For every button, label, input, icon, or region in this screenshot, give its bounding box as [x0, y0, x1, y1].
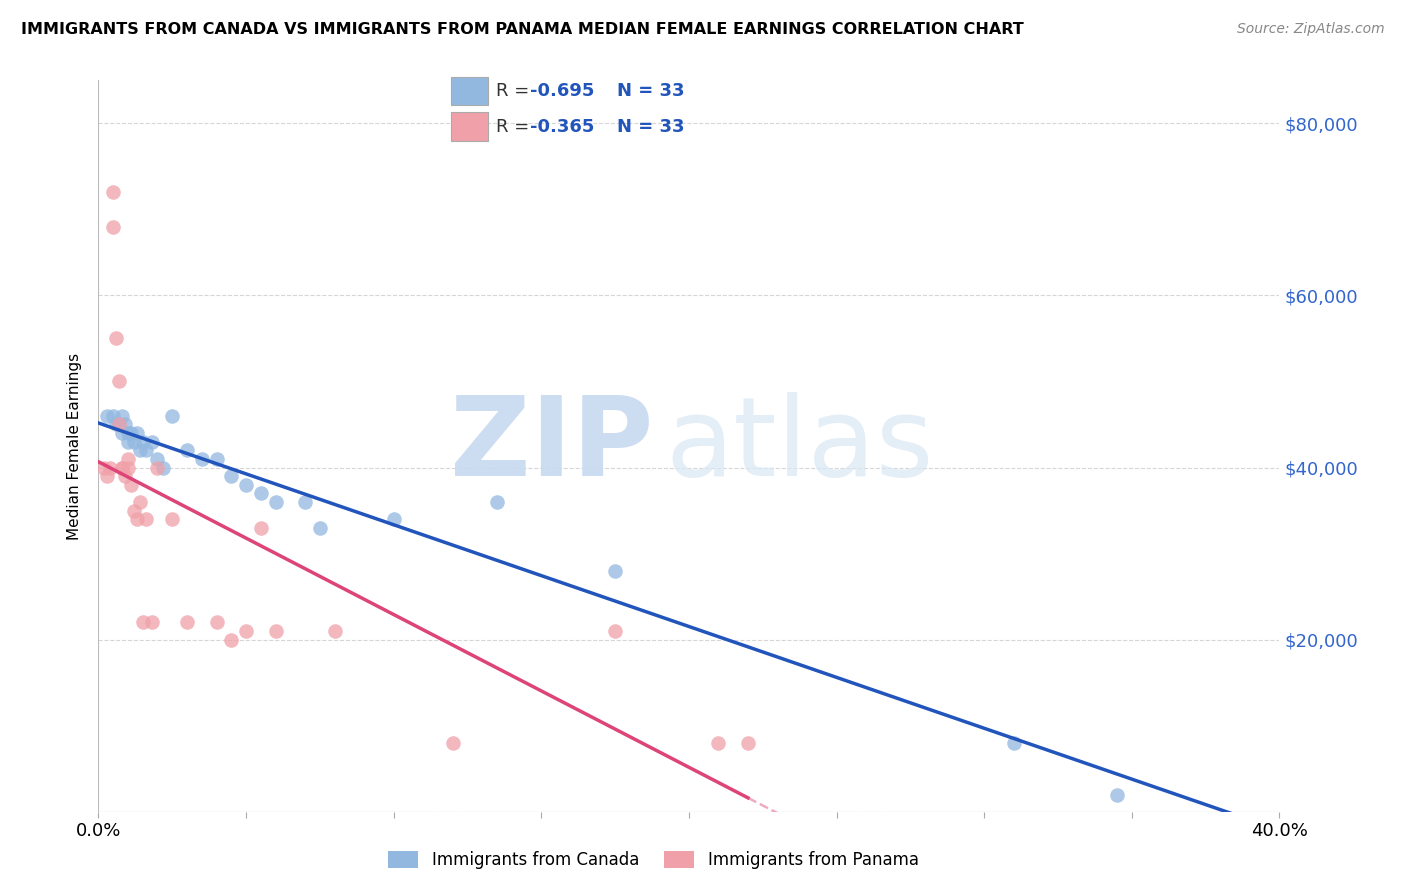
- Point: [128, 443, 150, 458]
- Y-axis label: Median Female Earnings: Median Female Earnings: [67, 352, 83, 540]
- Point: [117, 460, 139, 475]
- Point: [141, 615, 163, 630]
- Point: [122, 503, 145, 517]
- Point: [176, 443, 198, 458]
- Point: [135, 443, 157, 458]
- Point: [105, 331, 128, 345]
- Point: [707, 736, 730, 750]
- Point: [96, 409, 118, 423]
- Point: [108, 375, 131, 389]
- Text: N = 33: N = 33: [617, 118, 685, 136]
- Point: [132, 615, 155, 630]
- Point: [309, 521, 332, 535]
- Text: -0.695: -0.695: [530, 82, 595, 100]
- Point: [135, 512, 157, 526]
- Point: [122, 434, 145, 449]
- Point: [103, 185, 125, 199]
- Text: Source: ZipAtlas.com: Source: ZipAtlas.com: [1237, 22, 1385, 37]
- Point: [108, 417, 131, 432]
- Text: R =: R =: [496, 82, 536, 100]
- Point: [205, 451, 228, 466]
- Point: [128, 495, 150, 509]
- Point: [103, 409, 125, 423]
- Legend: Immigrants from Canada, Immigrants from Panama: Immigrants from Canada, Immigrants from …: [388, 851, 918, 869]
- Point: [162, 512, 183, 526]
- Point: [111, 460, 134, 475]
- Point: [152, 460, 174, 475]
- Point: [117, 451, 139, 466]
- Point: [146, 460, 169, 475]
- Point: [96, 469, 118, 483]
- Point: [294, 495, 316, 509]
- Text: atlas: atlas: [665, 392, 934, 500]
- Point: [737, 736, 759, 750]
- Point: [191, 451, 214, 466]
- Point: [264, 624, 287, 638]
- Point: [125, 426, 148, 441]
- Point: [111, 409, 134, 423]
- Point: [264, 495, 287, 509]
- Point: [382, 512, 405, 526]
- Point: [146, 451, 169, 466]
- Text: R =: R =: [496, 118, 536, 136]
- Point: [111, 426, 134, 441]
- Point: [205, 615, 228, 630]
- Point: [235, 477, 257, 491]
- Point: [1107, 788, 1129, 802]
- Point: [250, 486, 273, 500]
- Point: [605, 564, 627, 578]
- Point: [98, 460, 121, 475]
- Point: [117, 434, 139, 449]
- Point: [441, 736, 464, 750]
- Text: N = 33: N = 33: [617, 82, 685, 100]
- Point: [117, 426, 139, 441]
- Point: [103, 219, 125, 234]
- Text: ZIP: ZIP: [450, 392, 654, 500]
- Point: [162, 409, 183, 423]
- Point: [141, 434, 163, 449]
- Point: [125, 512, 148, 526]
- Point: [221, 632, 243, 647]
- Point: [114, 417, 136, 432]
- Point: [176, 615, 198, 630]
- Point: [108, 417, 131, 432]
- Point: [250, 521, 273, 535]
- Point: [605, 624, 627, 638]
- Point: [111, 460, 134, 475]
- Text: -0.365: -0.365: [530, 118, 595, 136]
- Point: [221, 469, 243, 483]
- Point: [120, 426, 142, 441]
- Point: [120, 477, 142, 491]
- FancyBboxPatch shape: [451, 112, 488, 141]
- Text: IMMIGRANTS FROM CANADA VS IMMIGRANTS FROM PANAMA MEDIAN FEMALE EARNINGS CORRELAT: IMMIGRANTS FROM CANADA VS IMMIGRANTS FRO…: [21, 22, 1024, 37]
- Point: [323, 624, 346, 638]
- Point: [486, 495, 509, 509]
- Point: [105, 417, 128, 432]
- Point: [93, 460, 115, 475]
- FancyBboxPatch shape: [451, 77, 488, 105]
- Point: [132, 434, 155, 449]
- Point: [1002, 736, 1025, 750]
- Point: [114, 469, 136, 483]
- Point: [235, 624, 257, 638]
